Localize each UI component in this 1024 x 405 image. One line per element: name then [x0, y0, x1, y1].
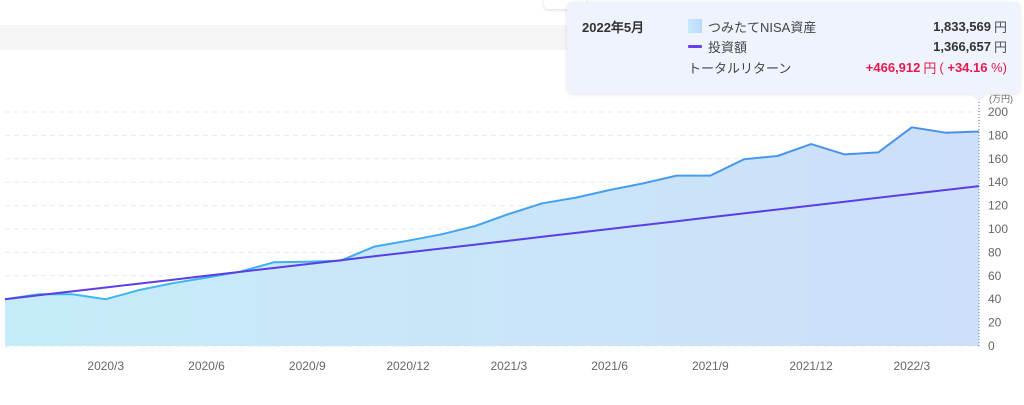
nisa-label: つみたてNISA資産: [708, 19, 817, 35]
nisa-asset-line: [4, 126, 980, 301]
tooltip-arrow-icon: [969, 92, 989, 102]
x-tick-label: 2021/12: [789, 359, 833, 373]
dropdown-edge: [544, 0, 586, 9]
x-tick-label: 2022/3: [893, 359, 930, 373]
y-tick-label: 180: [988, 128, 1008, 142]
tooltip-row-investment: 投資額 1,366,657 円: [688, 36, 1007, 56]
nisa-value: 1,833,569: [933, 18, 991, 34]
nisa-asset-area: [5, 127, 979, 346]
y-tick-label: 140: [988, 175, 1008, 189]
y-tick-label: 120: [988, 199, 1008, 213]
total-return-value: +466,912: [865, 59, 921, 75]
investment-value: 1,366,657: [933, 38, 991, 54]
investment-legend-line-icon: [688, 44, 702, 48]
tooltip-date: 2022年5月: [582, 20, 645, 35]
x-tick-label: 2021/6: [591, 359, 628, 373]
total-return-unit: 円: [923, 60, 937, 76]
y-tick-label: 80: [988, 245, 1002, 259]
x-tick-label: 2020/3: [87, 359, 124, 373]
investment-line: [4, 185, 980, 301]
y-tick-label: 20: [988, 316, 1002, 330]
y-tick-label: 0: [988, 339, 995, 353]
y-tick-label: 100: [988, 222, 1008, 236]
total-return-percent: ( +34.16 %): [939, 60, 1007, 75]
paren-open: (: [939, 59, 944, 75]
investment-label: 投資額: [708, 39, 748, 55]
nisa-unit: 円: [993, 19, 1007, 35]
percent-sign: %): [991, 59, 1007, 75]
x-tick-label: 2020/12: [386, 359, 430, 373]
y-axis-unit: (万円): [989, 94, 1013, 104]
tooltip-row-nisa: つみたてNISA資産 1,833,569 円: [688, 16, 1007, 36]
x-tick-label: 2020/9: [289, 359, 326, 373]
x-axis: 2020/3 2020/6 2020/9 2020/12 2021/3 2021/6 202…: [87, 359, 930, 373]
y-tick-label: 160: [988, 152, 1008, 166]
chart-tooltip: 2022年5月 つみたてNISA資産 1,833,569 円 投資額 1,366…: [567, 2, 1020, 93]
y-tick-label: 60: [988, 269, 1002, 283]
x-tick-label: 2020/6: [188, 359, 225, 373]
tooltip-row-total-return: トータルリターン +466,912 円 ( +34.16 %): [688, 57, 1007, 77]
total-return-label: トータルリターン: [688, 60, 792, 76]
y-axis: 0 20 40 60 80 100 120 140 160 180 200: [988, 105, 1008, 353]
percent-value: +34.16: [947, 59, 988, 75]
x-tick-label: 2021/9: [692, 359, 729, 373]
y-tick-label: 40: [988, 292, 1002, 306]
y-tick-label: 200: [988, 105, 1008, 119]
x-tick-label: 2021/3: [490, 359, 527, 373]
header-band: [0, 25, 567, 50]
investment-unit: 円: [993, 39, 1007, 55]
nisa-legend-swatch-icon: [688, 19, 702, 33]
